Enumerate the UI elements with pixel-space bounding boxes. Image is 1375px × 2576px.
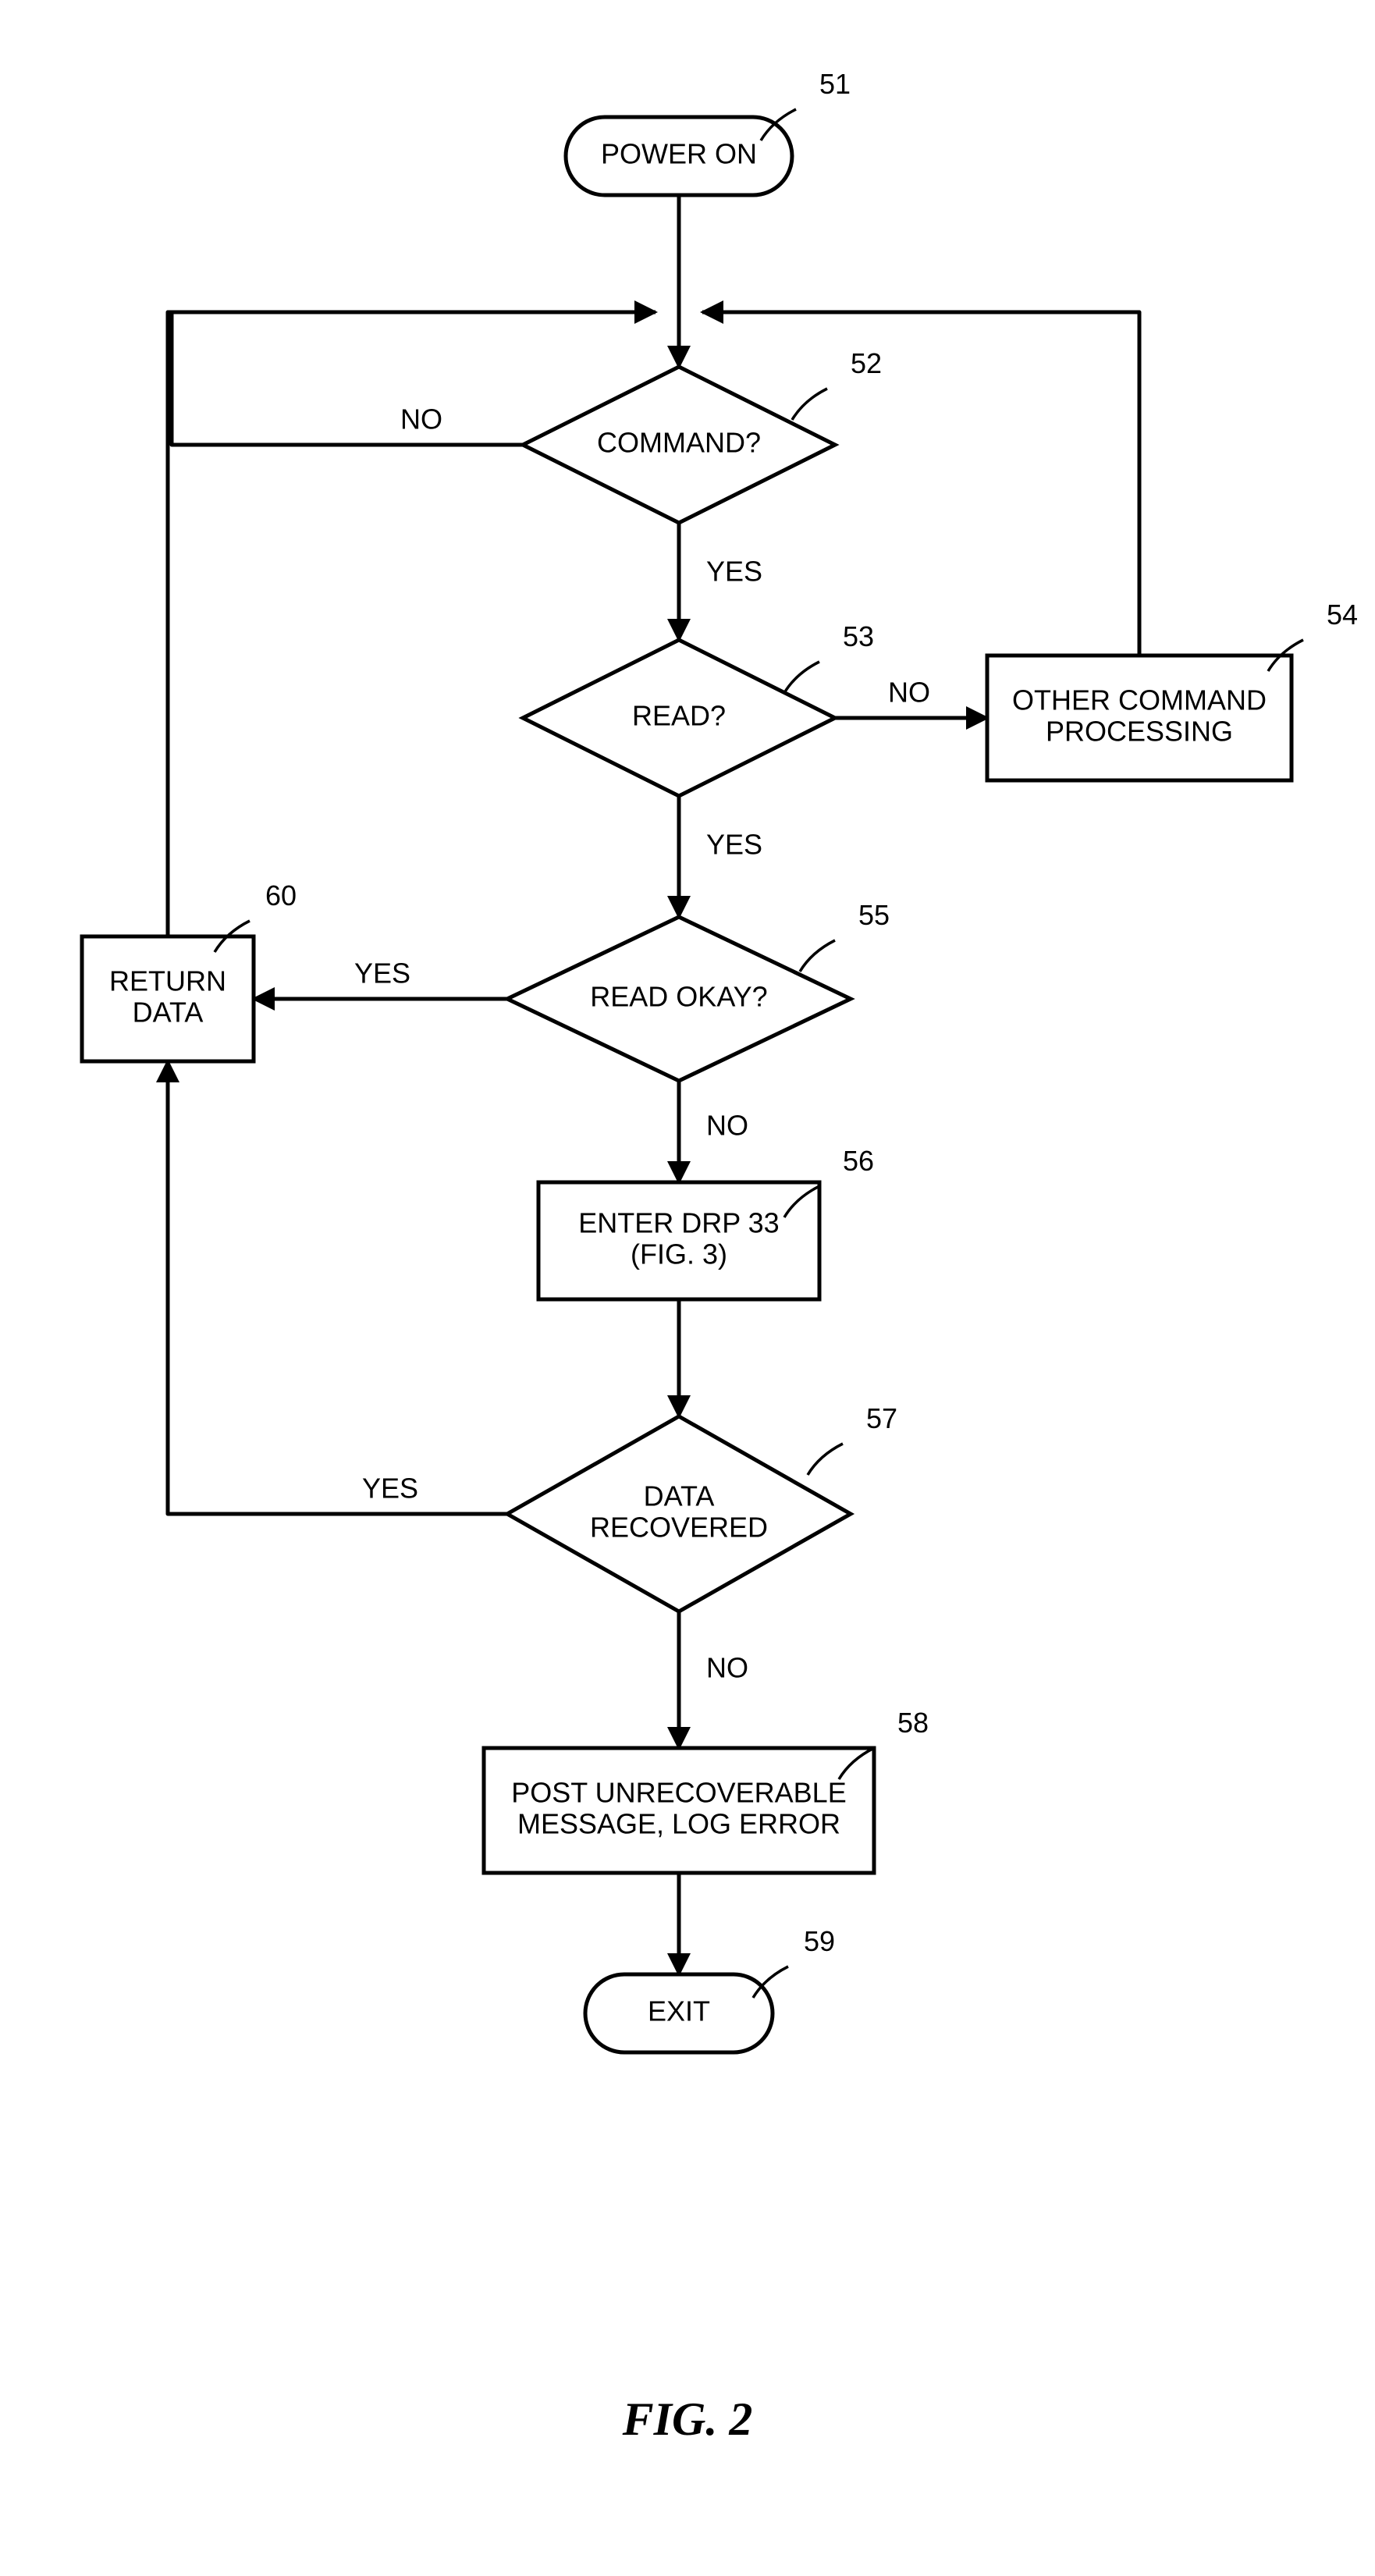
ref-56: 56 [843,1145,874,1177]
ref-55: 55 [858,899,890,931]
node-52: COMMAND? 52 [523,347,882,523]
ref-58: 58 [897,1707,929,1739]
nodes: POWER ON 51 COMMAND? 52 READ? 53 OTHER COMMAND… [82,68,1358,2052]
edge-e52_53: YES [679,523,762,640]
node-58: POST UNRECOVERABLEMESSAGE, LOG ERROR 58 [484,1707,929,1873]
node-57: DATARECOVERED 57 [507,1402,897,1611]
node-59-label: EXIT [648,1995,710,2027]
node-54-label: OTHER COMMAND [1012,684,1267,716]
node-56-label: ENTER DRP 33 [578,1207,779,1239]
node-57-label: DATA [644,1480,715,1512]
edge-e52_no-label: NO [400,403,442,435]
ref-57: 57 [866,1402,897,1434]
node-58-label: MESSAGE, LOG ERROR [517,1807,840,1839]
node-57-label: RECOVERED [590,1511,768,1543]
edge-e53_no_54-label: NO [888,677,930,709]
edge-e53_no_54: NO [835,677,987,718]
node-59: EXIT 59 [585,1925,835,2052]
ref-53: 53 [843,620,874,652]
edge-e53_55: YES [679,796,762,917]
node-53-label: READ? [632,700,726,732]
ref-tick-57 [808,1444,843,1475]
node-60-label: DATA [133,996,204,1028]
node-56-label: (FIG. 3) [631,1238,727,1270]
edge-e55_56: NO [679,1081,748,1182]
edge-e57_58: NO [679,1611,748,1748]
node-60: RETURNDATA 60 [82,879,297,1061]
figure-caption: FIG. 2 [622,2393,753,2445]
node-53: READ? 53 [523,620,874,796]
node-54: OTHER COMMANDPROCESSING 54 [987,599,1358,780]
ref-tick-55 [800,940,835,972]
ref-59: 59 [804,1925,835,1957]
edge-e55_yes_60: YES [254,958,507,999]
ref-tick-52 [792,389,827,420]
edge-e53_55-label: YES [706,829,762,861]
edge-e57_yes_60-label: YES [362,1473,418,1505]
ref-60: 60 [265,879,297,911]
edge-e52_53-label: YES [706,556,762,588]
node-60-label: RETURN [109,965,226,997]
node-56: ENTER DRP 33(FIG. 3) 56 [538,1145,874,1299]
node-55-label: READ OKAY? [590,981,767,1013]
edge-e55_yes_60-label: YES [354,958,410,990]
ref-52: 52 [851,347,882,379]
flowchart-figure: YES YES NO NO NO NO YES YES POWER ON 51 COMMAND? 5… [0,0,1375,2576]
ref-51: 51 [819,68,851,100]
edge-e57_yes_60: YES [168,1061,507,1514]
edge-e55_56-label: NO [706,1110,748,1142]
ref-tick-53 [784,662,819,693]
node-51-label: POWER ON [601,138,757,170]
node-55: READ OKAY? 55 [507,899,890,1081]
node-54-label: PROCESSING [1046,715,1233,747]
node-58-label: POST UNRECOVERABLE [511,1777,846,1809]
node-52-label: COMMAND? [597,427,761,459]
edge-e54_loop [702,312,1139,656]
ref-54: 54 [1327,599,1358,631]
node-51: POWER ON 51 [566,68,851,195]
edge-e57_58-label: NO [706,1652,748,1684]
